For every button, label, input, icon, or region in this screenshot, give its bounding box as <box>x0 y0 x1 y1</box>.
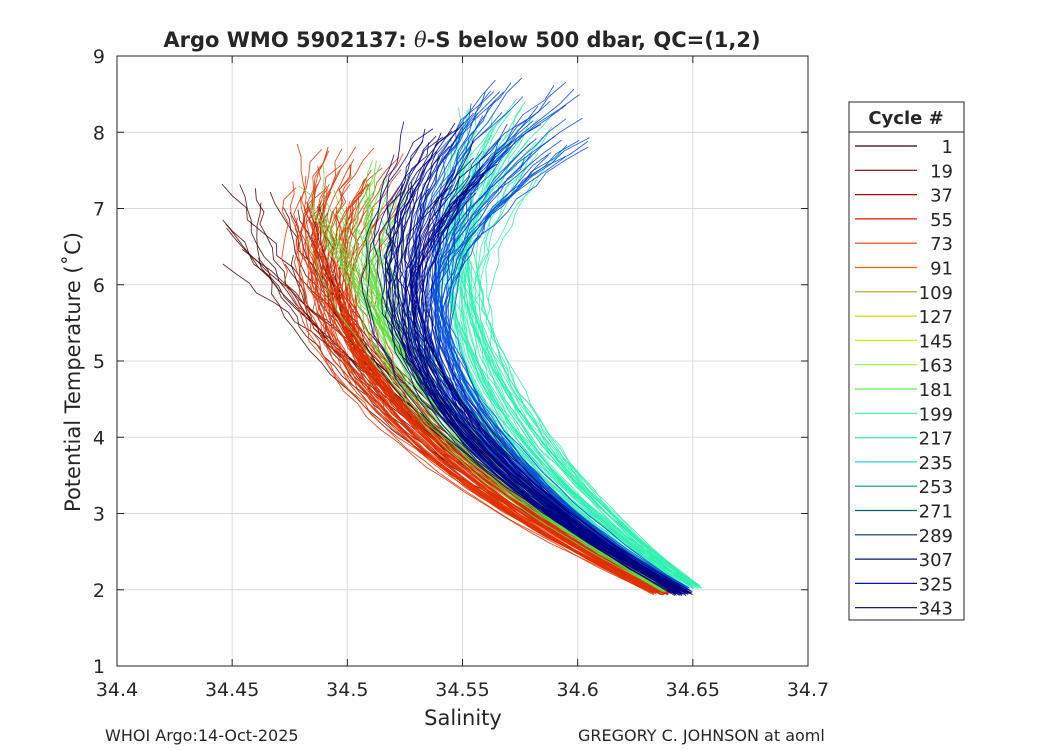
profile-trace <box>446 148 693 586</box>
profile-trace <box>378 140 687 595</box>
y-tick-label: 4 <box>93 427 105 449</box>
legend-label: 271 <box>919 502 953 523</box>
profile-trace <box>413 126 679 593</box>
profile-trace <box>305 238 666 592</box>
legend-label: 19 <box>930 161 953 182</box>
y-tick-label: 6 <box>93 275 105 297</box>
y-tick-label: 1 <box>93 656 105 678</box>
profile-trace <box>449 128 694 590</box>
legend-label: 127 <box>919 307 953 328</box>
profile-trace <box>420 195 676 594</box>
legend-label: 91 <box>930 259 953 280</box>
y-tick-label: 7 <box>93 199 105 221</box>
profile-trace <box>388 128 684 593</box>
profile-trace <box>304 215 669 594</box>
y-tick-label: 2 <box>93 580 105 602</box>
profile-trace <box>338 170 652 593</box>
legend-title: Cycle # <box>868 108 943 129</box>
profile-trace <box>451 142 685 589</box>
profile-trace <box>418 169 680 596</box>
profile-trace <box>406 163 688 592</box>
profile-trace <box>355 202 662 592</box>
y-tick-label: 3 <box>93 504 105 526</box>
legend-label: 325 <box>919 574 953 595</box>
legend-box <box>848 101 965 621</box>
y-tick-label: 5 <box>93 351 105 373</box>
legend-label: 181 <box>919 380 953 401</box>
x-tick-label: 34.7 <box>787 679 829 701</box>
legend-entries: 1 19 37 55 73 91 109 127 145 163 181 199 217 235 253 27… <box>855 137 953 620</box>
x-tick-label: 34.4 <box>96 679 138 701</box>
legend-label: 109 <box>919 283 953 304</box>
x-tick-label: 34.65 <box>666 679 720 701</box>
profile-trace <box>431 150 689 589</box>
profile-trace <box>350 180 668 591</box>
profile-traces <box>221 77 703 597</box>
profile-trace <box>365 219 667 593</box>
y-tick-label: 9 <box>93 46 105 68</box>
profile-trace <box>471 153 693 586</box>
profile-trace <box>438 133 694 588</box>
profile-trace <box>398 182 682 595</box>
legend-label: 1 <box>942 137 953 158</box>
legend-label: 55 <box>930 210 953 231</box>
profile-trace <box>395 194 676 596</box>
profile-trace <box>457 108 688 589</box>
profile-trace <box>454 159 698 586</box>
profile-trace <box>298 185 654 593</box>
profile-trace <box>417 151 677 596</box>
y-tick-labels: 1 2 3 4 5 6 7 8 9 <box>93 46 105 678</box>
title-suffix: -S below 500 dbar, QC=(1,2) <box>427 28 761 52</box>
legend-label: 73 <box>930 234 953 255</box>
legend-label: 37 <box>930 186 953 207</box>
profile-trace <box>407 132 684 593</box>
legend: Cycle # 1 19 37 55 73 91 109 127 145 163 181 199 217… <box>848 101 965 621</box>
legend-label: 343 <box>919 599 953 620</box>
profile-trace <box>464 126 698 590</box>
profile-trace <box>385 145 681 596</box>
profile-trace <box>437 120 677 590</box>
x-tick-label: 34.55 <box>435 679 489 701</box>
x-axis-label: Salinity <box>424 706 502 730</box>
legend-label: 145 <box>919 331 953 352</box>
footer-right-text: GREGORY C. JOHNSON at aoml <box>578 726 825 745</box>
y-axis-label: Potential Temperature (˚C) <box>61 232 85 512</box>
legend-label: 289 <box>919 526 953 547</box>
profile-trace <box>296 164 653 594</box>
legend-label: 217 <box>919 429 953 450</box>
x-tick-label: 34.6 <box>557 679 599 701</box>
profile-trace <box>468 107 698 586</box>
x-tick-label: 34.5 <box>326 679 368 701</box>
profile-trace <box>485 178 684 586</box>
profile-trace <box>308 184 662 592</box>
profile-trace <box>437 143 684 589</box>
profile-trace <box>385 182 680 594</box>
profile-trace <box>432 91 675 591</box>
profile-trace <box>407 174 693 596</box>
x-tick-label: 34.45 <box>205 679 259 701</box>
profile-trace <box>309 170 655 592</box>
legend-label: 307 <box>919 550 953 571</box>
footer-left-text: WHOI Argo:14-Oct-2025 <box>105 726 299 745</box>
legend-label: 199 <box>919 404 953 425</box>
title-prefix: Argo WMO 5902137: <box>163 28 414 52</box>
legend-label: 163 <box>919 356 953 377</box>
legend-label: 253 <box>919 477 953 498</box>
chart-title: Argo WMO 5902137: θ-S below 500 dbar, QC… <box>163 28 760 52</box>
axis-ticks <box>116 55 809 667</box>
title-theta: θ <box>414 28 427 52</box>
y-tick-label: 8 <box>93 122 105 144</box>
profile-trace <box>303 166 668 594</box>
profile-trace <box>385 121 682 594</box>
profile-trace <box>413 192 682 592</box>
x-tick-labels: 34.4 34.45 34.5 34.55 34.6 34.65 34.7 <box>96 679 829 701</box>
legend-label: 235 <box>919 453 953 474</box>
profile-trace <box>456 170 695 587</box>
